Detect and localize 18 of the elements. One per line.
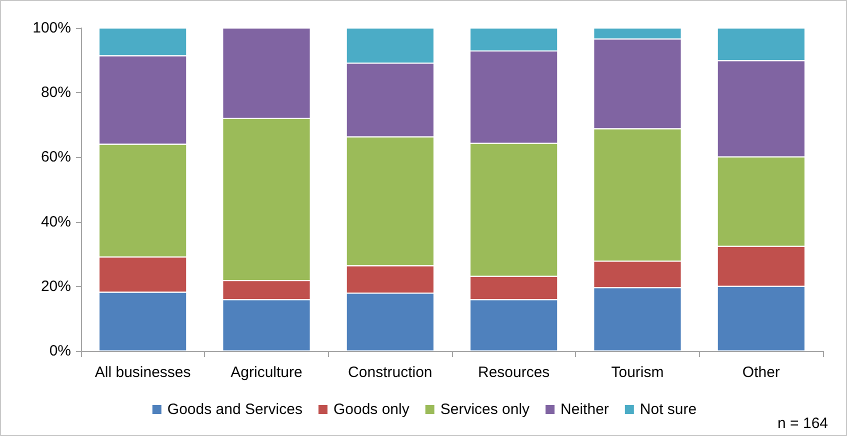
y-tick-label: 100%: [32, 20, 71, 36]
y-tick-label: 60%: [40, 148, 71, 166]
x-tick-label: Resources: [478, 364, 550, 381]
x-tick-label: Other: [742, 364, 780, 381]
x-tick-label: Agriculture: [230, 364, 302, 381]
y-tick-label: 80%: [40, 84, 71, 102]
y-tick-label: 40%: [40, 213, 71, 230]
legend-label: Goods and Services: [167, 401, 302, 418]
legend-label: Goods only: [333, 401, 410, 418]
legend-label: Neither: [560, 401, 609, 418]
text: n = 164: [778, 415, 828, 432]
y-tick-label: 20%: [40, 278, 71, 295]
x-tick-label: All businesses: [94, 364, 191, 381]
x-tick-label: Construction: [348, 364, 432, 381]
y-tick-label: 0%: [49, 342, 71, 360]
x-tick-label: Tourism: [611, 364, 664, 381]
legend-label: Services only: [440, 401, 530, 418]
legend-label: Not sure: [640, 401, 697, 418]
